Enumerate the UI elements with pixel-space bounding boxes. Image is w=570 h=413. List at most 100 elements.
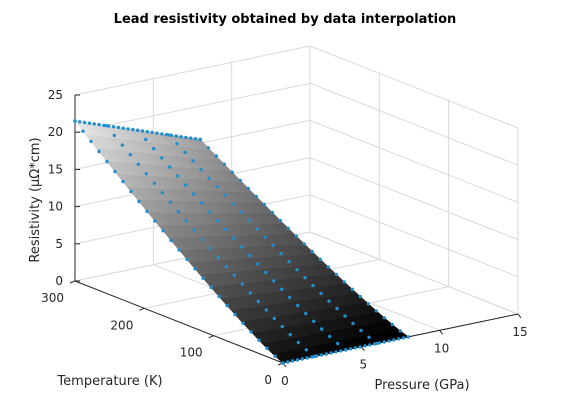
data-point [155, 131, 159, 135]
data-point [113, 169, 117, 174]
data-point [262, 202, 266, 207]
data-point [363, 344, 367, 348]
data-point [401, 336, 406, 340]
x-tick-mark [360, 346, 365, 351]
x-tick-mark [439, 330, 444, 335]
data-point [334, 350, 338, 354]
data-point [329, 351, 333, 355]
grid-line [309, 157, 519, 241]
grid-line [309, 194, 519, 278]
data-point [185, 257, 189, 262]
data-point [238, 178, 242, 183]
data-point [144, 137, 148, 142]
data-point [300, 357, 304, 361]
data-point [248, 291, 252, 295]
x-tick-mark [517, 313, 522, 319]
data-point [183, 150, 187, 155]
data-point [288, 332, 292, 337]
chart-title: Lead resistivity obtained by data interp… [114, 12, 457, 27]
data-point [311, 283, 315, 288]
data-point [160, 132, 164, 136]
data-point [137, 199, 141, 204]
data-point [136, 162, 140, 166]
data-point [296, 303, 300, 308]
data-point [273, 354, 277, 358]
data-point [304, 311, 308, 316]
data-point [78, 120, 82, 124]
data-point [168, 200, 172, 204]
data-point [152, 147, 156, 151]
data-point [200, 237, 204, 241]
data-point [128, 153, 132, 157]
data-point [248, 253, 252, 258]
data-point [184, 135, 188, 140]
data-point [319, 291, 323, 296]
data-point [257, 338, 261, 342]
data-point [359, 328, 363, 333]
data-point [302, 242, 306, 246]
y-tick-label: 100 [180, 346, 203, 360]
data-point [272, 316, 276, 321]
data-point [175, 142, 179, 146]
data-point [214, 154, 218, 158]
data-point [375, 341, 379, 346]
data-point [390, 322, 394, 327]
data-point [161, 229, 165, 233]
data-point [192, 228, 196, 232]
data-point [126, 127, 130, 131]
data-point [366, 302, 370, 306]
data-point [121, 179, 125, 184]
data-point [224, 227, 228, 232]
data-point [303, 276, 307, 280]
data-point [290, 359, 295, 363]
data-point [241, 321, 245, 325]
data-point [179, 135, 183, 139]
x-tick-label: 0 [281, 374, 289, 388]
data-point [209, 285, 213, 290]
data-point [208, 210, 212, 214]
data-point [111, 125, 116, 129]
data-point [129, 189, 133, 194]
data-point [89, 139, 93, 144]
y-tick-mark [69, 280, 76, 284]
z-tick-label: 10 [48, 200, 63, 214]
data-point [320, 327, 324, 331]
data-point [265, 346, 269, 350]
data-point [201, 276, 205, 280]
data-point [230, 170, 234, 174]
data-point [368, 343, 372, 347]
data-point [327, 299, 331, 303]
data-point [140, 129, 145, 133]
data-point [167, 133, 171, 137]
data-point [294, 234, 298, 238]
data-point [312, 354, 316, 359]
data-point [328, 334, 332, 339]
data-point [207, 176, 211, 180]
data-point [216, 219, 220, 223]
tick-labels: 0 5 10 15 0 100 200 300 0 5 10 15 20 25 [41, 88, 528, 388]
data-point [160, 191, 164, 195]
data-point [280, 324, 284, 329]
data-point [232, 236, 236, 240]
data-point [152, 181, 156, 185]
data-point [208, 246, 212, 251]
data-point [382, 316, 386, 320]
data-point [169, 238, 173, 243]
data-point [318, 257, 322, 261]
grid-line [309, 45, 519, 129]
grid-line [309, 231, 519, 315]
data-point [215, 185, 219, 189]
data-point [81, 129, 85, 133]
data-point [231, 202, 235, 206]
data-point [176, 209, 180, 214]
data-point [97, 122, 101, 127]
data-point [286, 226, 290, 230]
data-point [174, 134, 178, 138]
y-tick-label: 300 [41, 291, 64, 305]
data-point [105, 159, 109, 164]
x-tick-label: 5 [360, 358, 368, 372]
data-point [247, 218, 251, 223]
data-point [296, 340, 300, 345]
data-point [278, 218, 282, 223]
data-point [177, 248, 181, 252]
